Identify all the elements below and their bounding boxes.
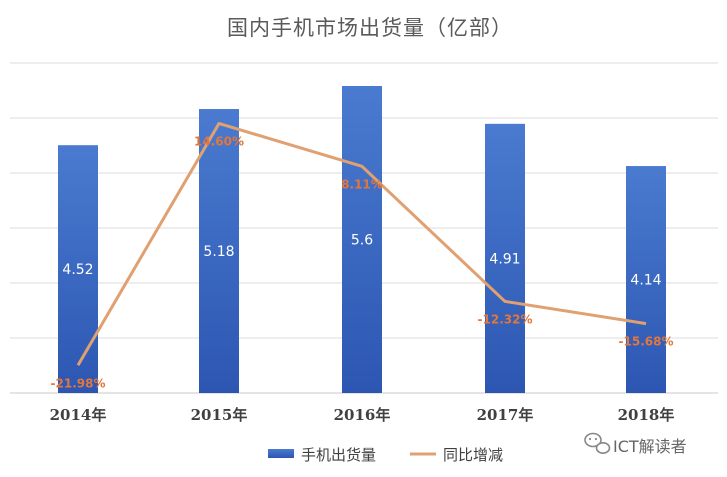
line-label-1: 14.60% xyxy=(194,134,244,148)
legend-label-line: 同比增减 xyxy=(443,446,503,464)
watermark: ICT解读者 xyxy=(584,432,687,456)
x-axis-ticks: 2014年 2015年 2016年 2017年 2018年 xyxy=(50,406,675,424)
line-path xyxy=(76,121,647,367)
x-tick-1: 2015年 xyxy=(191,406,248,424)
wechat-icon xyxy=(584,432,611,454)
legend: 手机出货量 同比增减 xyxy=(268,446,503,464)
legend-label-bar: 手机出货量 xyxy=(301,446,376,464)
bar-1 xyxy=(199,109,239,394)
bar-3 xyxy=(485,123,525,393)
bar-label-1: 5.18 xyxy=(203,244,234,260)
chart-title: 国内手机市场出货量（亿部） xyxy=(227,16,513,40)
bar-0 xyxy=(58,145,98,393)
line-label-0: -21.98% xyxy=(51,376,106,390)
bar-label-2: 5.6 xyxy=(351,233,373,249)
bar-label-3: 4.91 xyxy=(489,251,520,267)
line-label-4: -15.68% xyxy=(619,335,674,349)
bar-label-4: 4.14 xyxy=(630,273,661,289)
x-tick-2: 2016年 xyxy=(334,406,391,424)
line-label-3: -12.32% xyxy=(478,312,533,326)
bar-2 xyxy=(342,86,382,393)
legend-swatch-bar xyxy=(268,449,294,458)
watermark-text: ICT解读者 xyxy=(613,437,687,456)
line-labels: -21.98% 14.60% 8.11% -12.32% -15.68% xyxy=(51,134,674,390)
bar-label-0: 4.52 xyxy=(62,262,93,278)
line-series xyxy=(76,121,647,367)
x-tick-3: 2017年 xyxy=(477,406,534,424)
bar-series xyxy=(58,86,666,394)
x-tick-4: 2018年 xyxy=(618,406,675,424)
bar-labels: 4.52 5.18 5.6 4.91 4.14 xyxy=(62,233,661,289)
bar-4 xyxy=(626,166,666,393)
line-label-2: 8.11% xyxy=(341,177,383,191)
x-tick-0: 2014年 xyxy=(50,406,107,424)
